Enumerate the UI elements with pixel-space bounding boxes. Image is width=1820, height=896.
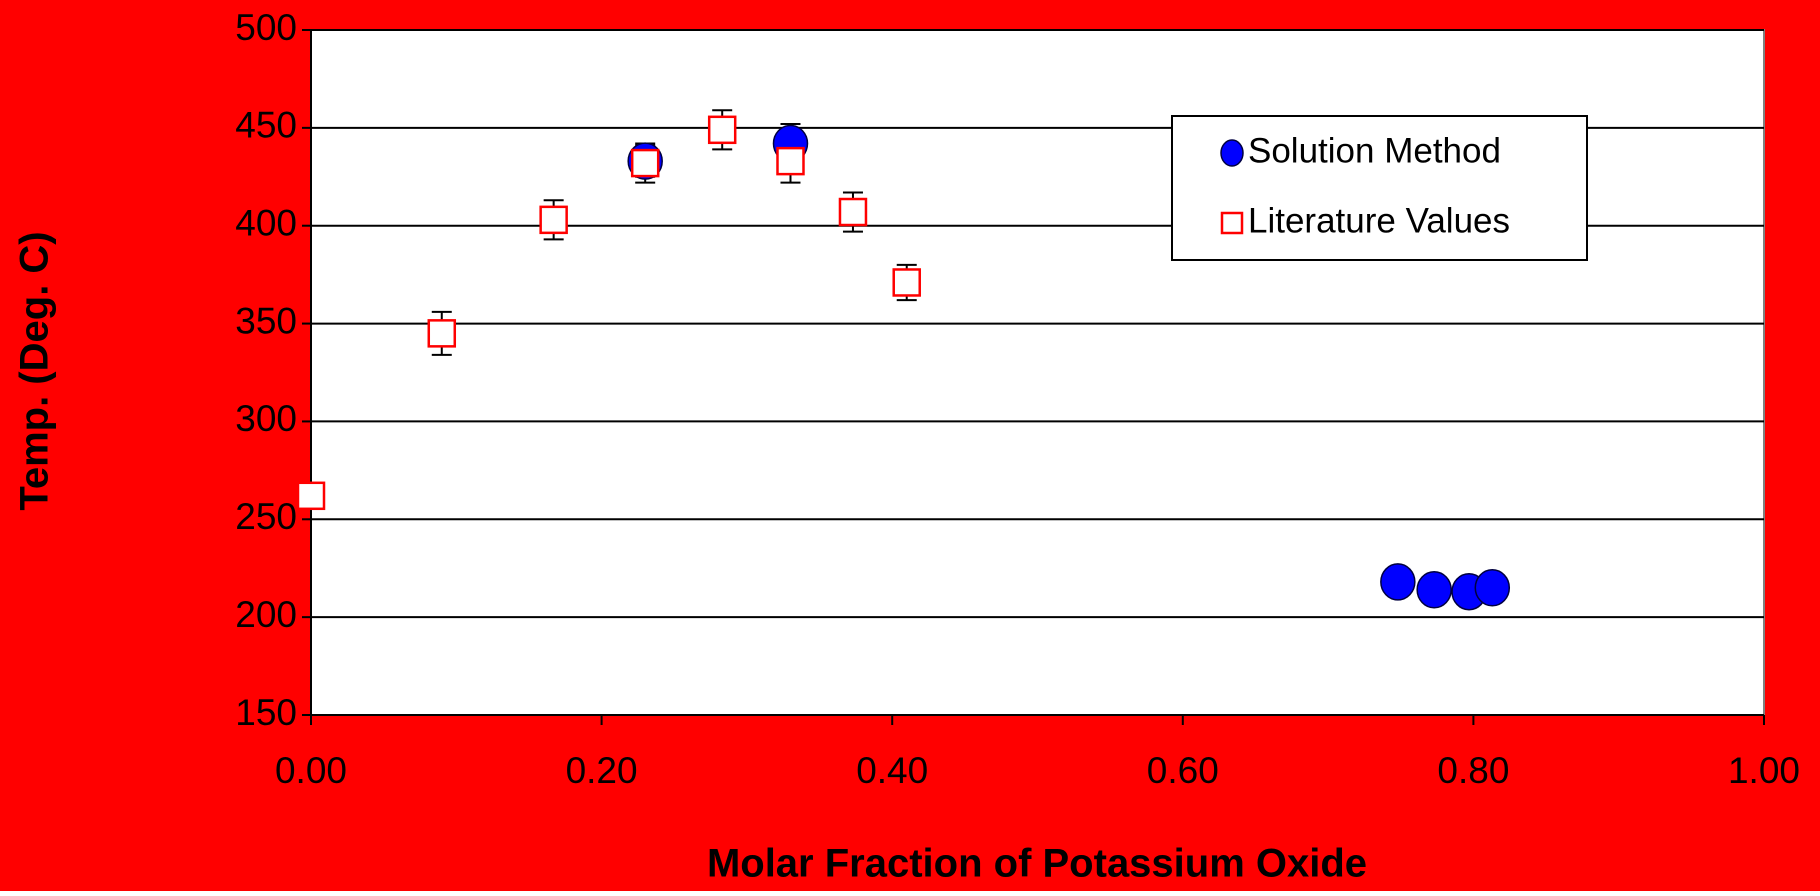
legend-label: Solution Method xyxy=(1248,131,1501,170)
y-tick-label: 150 xyxy=(235,692,297,733)
point xyxy=(1416,570,1452,609)
y-tick-label: 500 xyxy=(235,7,297,48)
x-tick-label: 0.80 xyxy=(1437,750,1509,791)
x-tick-label: 1.00 xyxy=(1728,750,1800,791)
x-axis-title: Molar Fraction of Potassium Oxide xyxy=(707,842,1367,886)
point xyxy=(539,205,568,235)
legend-box xyxy=(1171,115,1588,261)
x-tick-label: 0.20 xyxy=(566,750,638,791)
point xyxy=(776,146,805,176)
y-tick-label: 250 xyxy=(235,496,297,537)
point xyxy=(427,319,457,348)
x-tick-label: 0.00 xyxy=(275,750,347,791)
point xyxy=(892,268,921,297)
point xyxy=(1380,563,1416,601)
point xyxy=(707,115,737,145)
y-tick-label: 350 xyxy=(235,300,297,341)
point xyxy=(838,197,868,227)
x-tick-label: 0.40 xyxy=(856,750,928,791)
x-tick-label: 0.60 xyxy=(1147,750,1219,791)
y-tick-label: 450 xyxy=(235,105,297,146)
y-tick-label: 300 xyxy=(235,398,297,439)
legend-marker xyxy=(1220,139,1244,167)
legend-marker xyxy=(1220,211,1244,235)
y-tick-label: 200 xyxy=(235,594,297,635)
legend-label: Literature Values xyxy=(1248,201,1510,240)
point xyxy=(1474,569,1511,607)
point xyxy=(296,481,326,511)
y-axis-title: Temp. (Deg. C) xyxy=(13,231,57,510)
y-tick-label: 400 xyxy=(235,202,297,243)
point xyxy=(630,148,660,178)
